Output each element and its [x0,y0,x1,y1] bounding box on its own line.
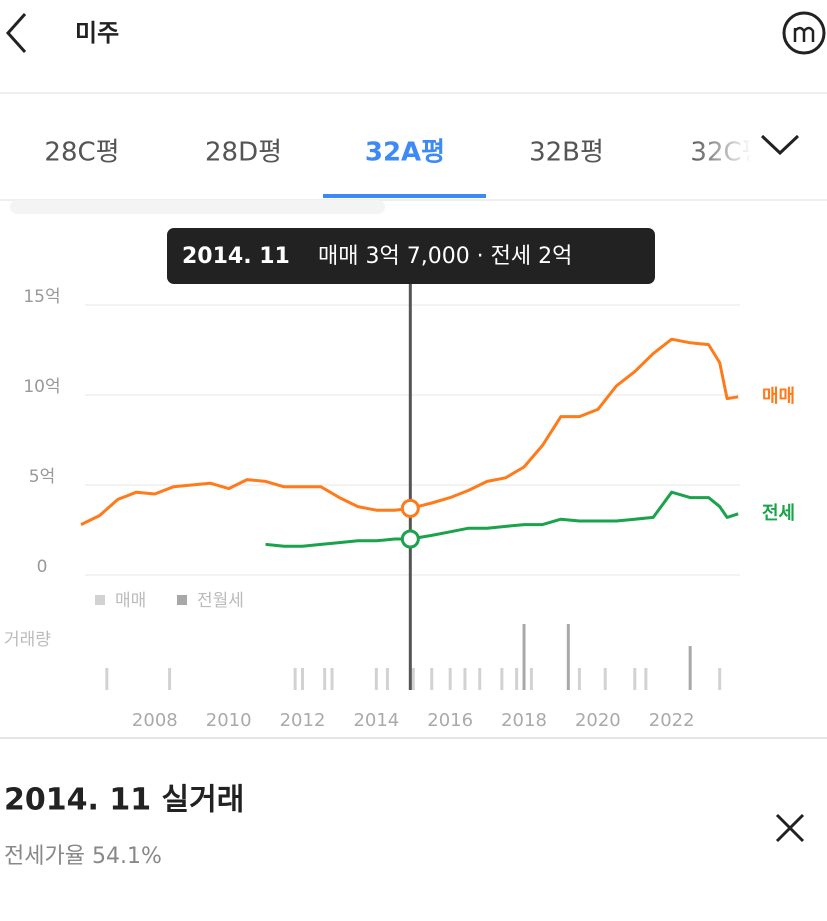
legend-swatch [177,595,187,605]
volume-bar [718,668,722,690]
volume-bar [566,624,570,690]
volume-bar [105,668,109,690]
tab[interactable]: 28C평 [44,138,119,168]
x-tick-label: 2016 [427,710,473,731]
volume-bar [430,668,434,690]
tab-underline [323,194,486,198]
close-button[interactable] [775,813,805,843]
volume-bar [603,668,607,690]
volume-bar [448,668,452,690]
selected-point [400,529,420,549]
volume-bar [374,668,378,690]
tab-expand[interactable] [760,134,800,156]
volume-bar [463,668,467,690]
price-line [265,490,739,548]
price-line [80,337,739,526]
x-tick-label: 2020 [575,710,621,731]
back-button[interactable] [5,12,27,54]
volume-bar [500,668,504,690]
y-tick-label: 0 [37,557,48,577]
y-tick-label: 10억 [23,377,60,397]
volume-bar [577,668,581,690]
page-title: 미주 [75,19,119,47]
tooltip-date: 2014. 11 [182,244,290,269]
volume-bar [323,668,327,690]
series-label: 매매 [762,386,795,407]
volume-bar [522,624,526,690]
x-tick-label: 2008 [132,710,178,731]
volume-bar [168,668,172,690]
y-tick-label: 15억 [23,287,60,307]
selected-point [400,498,420,518]
y-tick-label: 5억 [29,467,55,487]
x-tick-label: 2018 [501,710,547,731]
x-tick-label: 2010 [206,710,252,731]
series-label: 전세 [762,503,795,524]
volume-bar [688,646,692,690]
legend-label: 전월세 [197,591,244,611]
tab[interactable]: 32B평 [529,138,604,168]
volume-bar [385,668,389,690]
share-icon[interactable] [782,11,826,55]
tooltip: 2014. 11 매매 3억 7,000 · 전세 2억 [167,228,655,284]
volume-bar [301,668,305,690]
volume-bar [529,668,533,690]
volume-bar [330,668,334,690]
x-tick-label: 2012 [280,710,326,731]
volume-bar [644,668,648,690]
volume-title: 거래량 [4,630,51,650]
legend-label: 매매 [115,591,146,611]
scroll-chip [10,200,385,214]
volume-bar [478,668,482,690]
volume-bar [515,668,519,690]
tooltip-text: 매매 3억 7,000 · 전세 2억 [318,244,572,269]
tooltip-box [167,228,655,284]
x-tick-label: 2014 [353,710,399,731]
tab-fade [690,110,827,190]
legend-swatch [95,595,105,605]
volume-bar [293,668,297,690]
detail-subtitle: 전세가율 54.1% [4,844,162,869]
volume-bar [633,668,637,690]
detail-title: 2014. 11 실거래 [4,783,244,818]
volume-bar [411,668,415,690]
tab[interactable]: 32A평 [365,138,445,168]
x-tick-label: 2022 [649,710,695,731]
tab[interactable]: 28D평 [205,138,282,168]
